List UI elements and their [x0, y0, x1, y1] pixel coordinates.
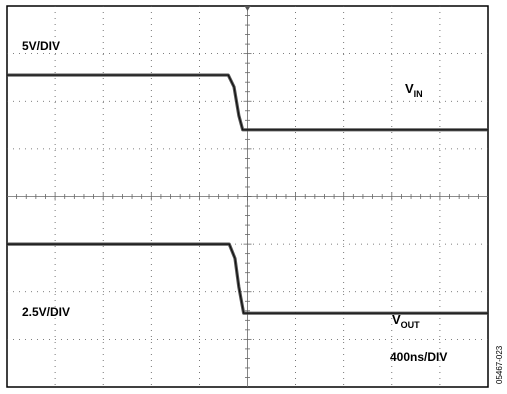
traces: [7, 73, 488, 315]
time-scale-label: 400ns/DIV: [390, 350, 447, 364]
trace-core-vin: [7, 74, 488, 131]
vin-trace-label: VIN: [405, 81, 423, 99]
trace-core-vout: [7, 243, 488, 314]
vout-scale-label: 2.5V/DIV: [22, 305, 70, 319]
figure-id: 05467-023: [495, 345, 504, 384]
grid: [7, 6, 488, 387]
vin-scale-label: 5V/DIV: [22, 39, 60, 53]
vout-trace-label: VOUT: [392, 312, 420, 330]
trigger-marker-icon: [244, 6, 251, 11]
